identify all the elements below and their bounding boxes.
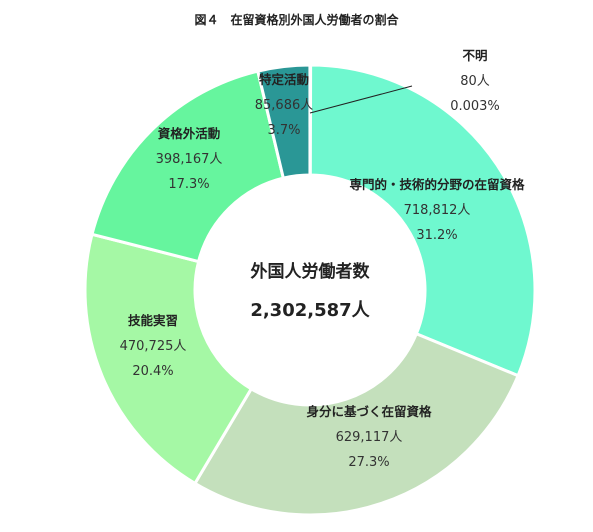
slice-0-percent-label: 31.2% [416, 228, 457, 243]
slice-5 [308, 63, 313, 177]
slice-0-name-label: 専門的・技術的分野の在留資格 [349, 177, 525, 192]
slice-4-value-label: 85,686人 [255, 98, 314, 113]
slice-2 [83, 232, 254, 486]
slice-3-value-label: 398,167人 [156, 152, 223, 167]
slice-1-name-label: 身分に基づく在留資格 [306, 404, 432, 419]
center-label: 外国人労働者数 [251, 261, 371, 282]
slice-3-percent-label: 17.3% [168, 177, 209, 192]
slice-4-percent-label: 3.7% [267, 123, 300, 138]
slice-1-value-label: 629,117人 [336, 430, 403, 445]
center-total: 2,302,587人 [250, 300, 370, 321]
slice-1-percent-label: 27.3% [348, 455, 389, 470]
slice-3-name-label: 資格外活動 [158, 126, 221, 141]
slices-group [83, 63, 537, 517]
unknown-leader-line [309, 85, 413, 114]
slice-4-name-label: 特定活動 [259, 72, 309, 87]
slice-5-name-label: 不明 [462, 48, 487, 63]
slice-3 [90, 69, 286, 264]
slice-2-percent-label: 20.4% [132, 364, 173, 379]
slice-1 [192, 331, 521, 517]
slice-2-value-label: 470,725人 [120, 339, 187, 354]
slice-0 [308, 63, 537, 378]
slice-5-percent-label: 0.003% [450, 99, 500, 114]
slice-0-value-label: 718,812人 [404, 203, 471, 218]
labels-group: 専門的・技術的分野の在留資格 718,812人 31.2% 身分に基づく在留資格 629… [120, 48, 525, 470]
slice-2-name-label: 技能実習 [128, 313, 178, 328]
chart-title: 図４ 在留資格別外国人労働者の割合 [194, 13, 399, 27]
slice-5-value-label: 80人 [460, 74, 490, 89]
